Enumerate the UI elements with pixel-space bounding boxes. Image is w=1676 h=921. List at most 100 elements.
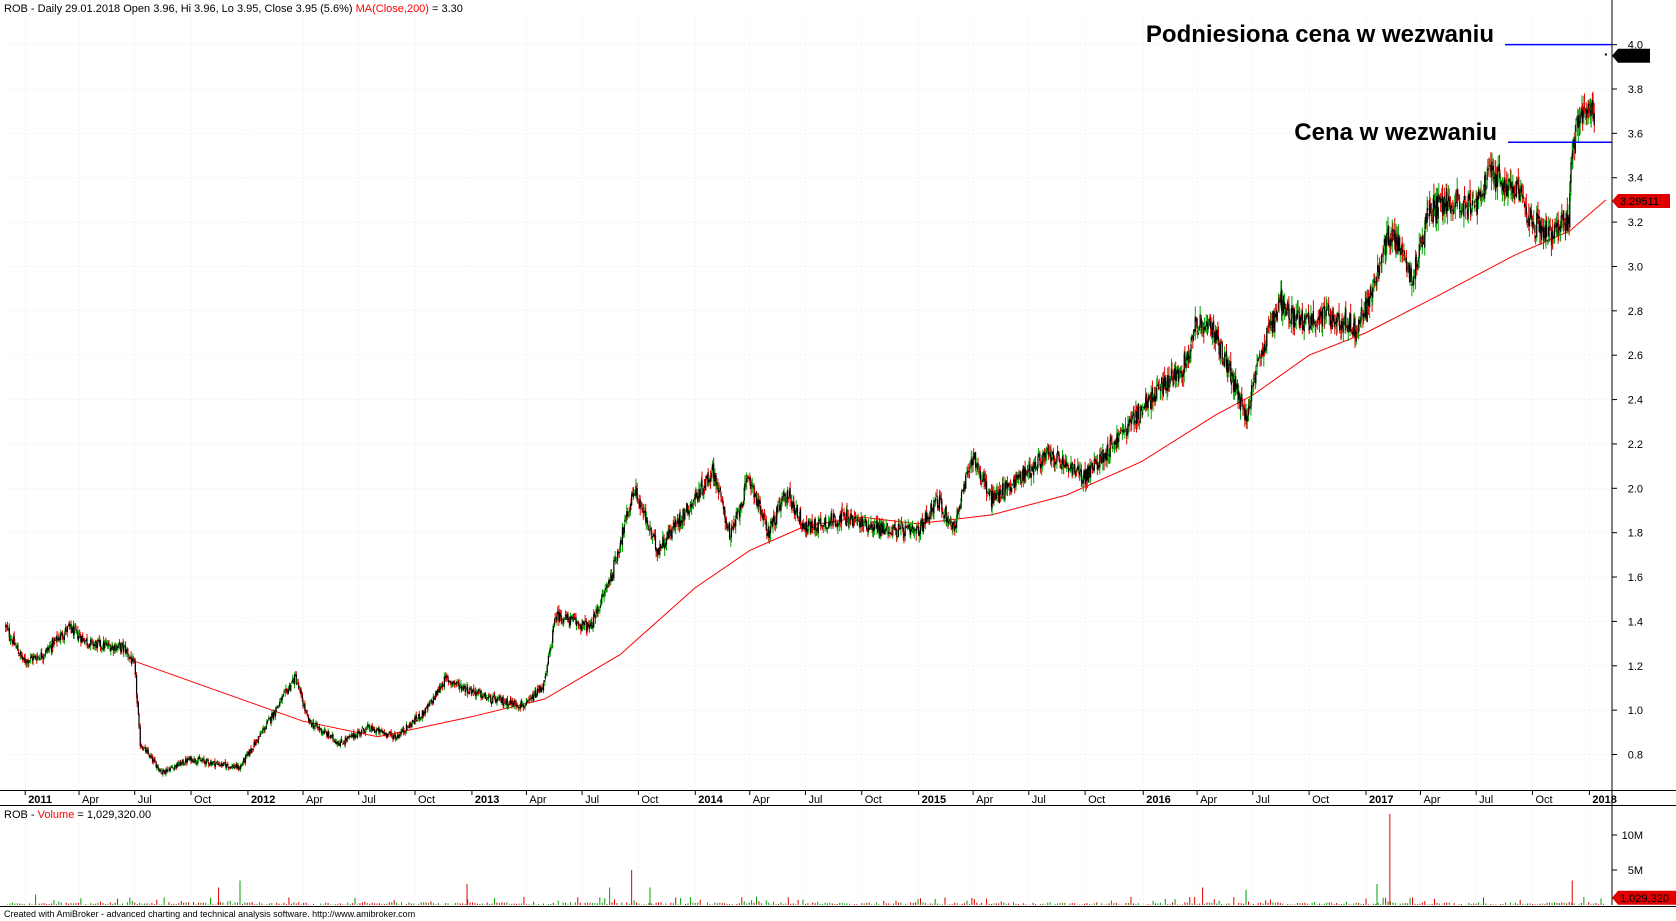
- candle-body: [1524, 203, 1526, 207]
- candle-body: [568, 618, 570, 623]
- candle-body: [1099, 454, 1101, 468]
- candle-body: [1408, 263, 1410, 273]
- price-y-tick-label: 1.4: [1628, 616, 1643, 628]
- candle-body: [176, 762, 178, 769]
- candle-body: [493, 694, 496, 697]
- candle-body: [1122, 430, 1124, 432]
- candle-body: [1501, 183, 1504, 191]
- candle-body: [974, 451, 977, 468]
- candle-body: [1024, 466, 1026, 479]
- candle-body: [58, 636, 60, 641]
- candle-body: [746, 478, 748, 483]
- candle-body: [1129, 418, 1131, 423]
- candle-body: [394, 734, 396, 736]
- candle-body: [179, 761, 181, 766]
- candle-body: [597, 609, 600, 611]
- candle-body: [476, 692, 478, 695]
- candle-body: [1056, 451, 1059, 454]
- candle-body: [662, 536, 664, 547]
- candle-body: [255, 740, 258, 742]
- candle-body: [599, 605, 602, 608]
- candle-body: [169, 767, 171, 771]
- candle-body: [192, 761, 195, 763]
- candle-body: [803, 522, 805, 530]
- candle-body: [675, 519, 677, 528]
- candle-body: [1284, 302, 1286, 309]
- candle-body: [56, 634, 58, 642]
- candle-body: [646, 520, 649, 524]
- candle-body: [1078, 471, 1081, 476]
- candle-body: [1203, 327, 1205, 334]
- candle-body: [261, 731, 263, 733]
- ma-layer: [134, 199, 1607, 738]
- candle-body: [1371, 292, 1373, 302]
- candle-body: [426, 706, 428, 708]
- header-ma-label: MA(Close,200): [356, 3, 429, 15]
- candle-body: [1271, 321, 1273, 333]
- candle-body: [1491, 161, 1493, 171]
- candle-body: [560, 612, 562, 617]
- candle-body: [386, 736, 388, 738]
- candle-body: [1132, 412, 1135, 415]
- candle-body: [914, 529, 916, 531]
- candle-body: [1296, 310, 1299, 319]
- candle-body: [595, 609, 597, 614]
- candle-body: [1295, 313, 1297, 321]
- candle-body: [985, 482, 987, 485]
- candle-body: [896, 529, 898, 538]
- candle-body: [157, 764, 159, 769]
- candle-body: [563, 619, 565, 624]
- candle-body: [846, 509, 848, 517]
- candle-body: [528, 700, 530, 702]
- candle-body: [1254, 378, 1256, 383]
- candle-body: [503, 702, 505, 704]
- candle-body: [1375, 281, 1377, 286]
- candle-body: [27, 660, 29, 664]
- candle-body: [1461, 203, 1463, 205]
- candle-body: [260, 733, 262, 735]
- candle-body: [741, 503, 744, 507]
- candle-body: [1127, 424, 1129, 435]
- candle-body: [301, 694, 304, 702]
- candle-body: [164, 772, 166, 774]
- candle-body: [1239, 393, 1241, 409]
- candle-body: [376, 729, 378, 731]
- candle-body: [1104, 452, 1106, 459]
- candle-body: [1168, 383, 1171, 387]
- candle-body: [776, 510, 778, 513]
- candle-body: [1497, 166, 1499, 172]
- candle-body: [913, 530, 915, 532]
- candle-body: [1201, 320, 1203, 329]
- candle-body: [337, 743, 340, 745]
- candle-body: [319, 728, 321, 731]
- candle-body: [820, 517, 822, 526]
- candle-body: [1567, 214, 1569, 231]
- candle-body: [978, 471, 980, 473]
- candle-body: [1475, 199, 1477, 201]
- candle-body: [1450, 205, 1452, 215]
- candle-body: [449, 681, 451, 683]
- candle-body: [1078, 464, 1080, 474]
- candle-body: [39, 658, 41, 660]
- candle-body: [55, 636, 58, 640]
- candle-body: [151, 756, 153, 758]
- candle-body: [1107, 443, 1109, 453]
- candle-body: [492, 695, 494, 698]
- candle-body: [323, 730, 326, 734]
- candle-body: [1284, 303, 1286, 306]
- candle-body: [855, 516, 857, 519]
- candle-body: [397, 735, 399, 738]
- candle-body: [210, 761, 212, 766]
- candle-body: [1135, 411, 1138, 425]
- candle-body: [1454, 207, 1456, 209]
- candle-body: [963, 484, 965, 492]
- candle-body: [1276, 310, 1278, 319]
- x-tick-label: Oct: [1088, 794, 1105, 806]
- candle-body: [1075, 470, 1078, 472]
- candle-body: [561, 618, 563, 622]
- candle-body: [1418, 259, 1420, 262]
- candle-body: [494, 696, 496, 701]
- candle-body: [868, 524, 870, 530]
- candle-body: [560, 615, 562, 620]
